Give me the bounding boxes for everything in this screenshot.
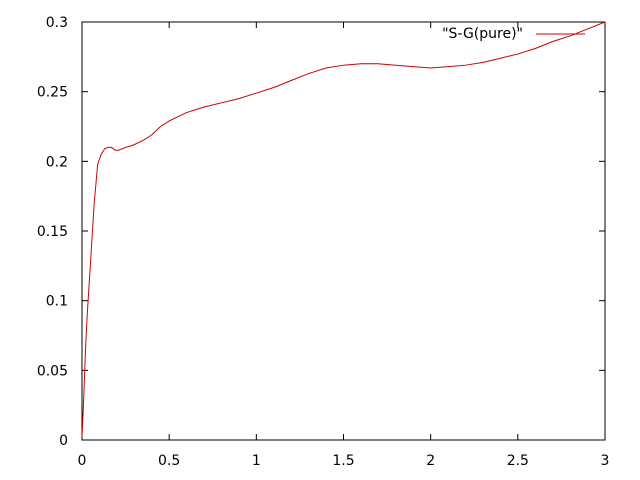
x-tick-label: 2 — [426, 453, 435, 469]
x-tick-label: 1 — [252, 453, 261, 469]
y-tick-label: 0.05 — [37, 363, 68, 379]
axis-ticks — [81, 21, 606, 441]
x-tick-labels: 0 0.5 1 1.5 2 2.5 3 — [78, 453, 610, 469]
x-tick-label: 0 — [78, 453, 87, 469]
x-tick-label: 1.5 — [332, 453, 354, 469]
legend-label: "S-G(pure)" — [442, 26, 523, 42]
y-tick-label: 0.1 — [46, 294, 68, 310]
legend: "S-G(pure)" — [442, 26, 585, 42]
y-tick-label: 0.3 — [46, 15, 68, 31]
x-tick-label: 2.5 — [507, 453, 529, 469]
y-tick-label: 0.15 — [37, 224, 68, 240]
x-tick-label: 3 — [601, 453, 610, 469]
plot-frame — [81, 21, 606, 441]
series-line-0 — [81, 21, 606, 438]
y-tick-labels: 0 0.05 0.1 0.15 0.2 0.25 0.3 — [37, 15, 68, 449]
y-tick-label: 0 — [59, 433, 68, 449]
series-group — [81, 21, 606, 438]
y-tick-label: 0.2 — [46, 154, 68, 170]
x-tick-label: 0.5 — [158, 453, 180, 469]
y-tick-label: 0.25 — [37, 85, 68, 101]
